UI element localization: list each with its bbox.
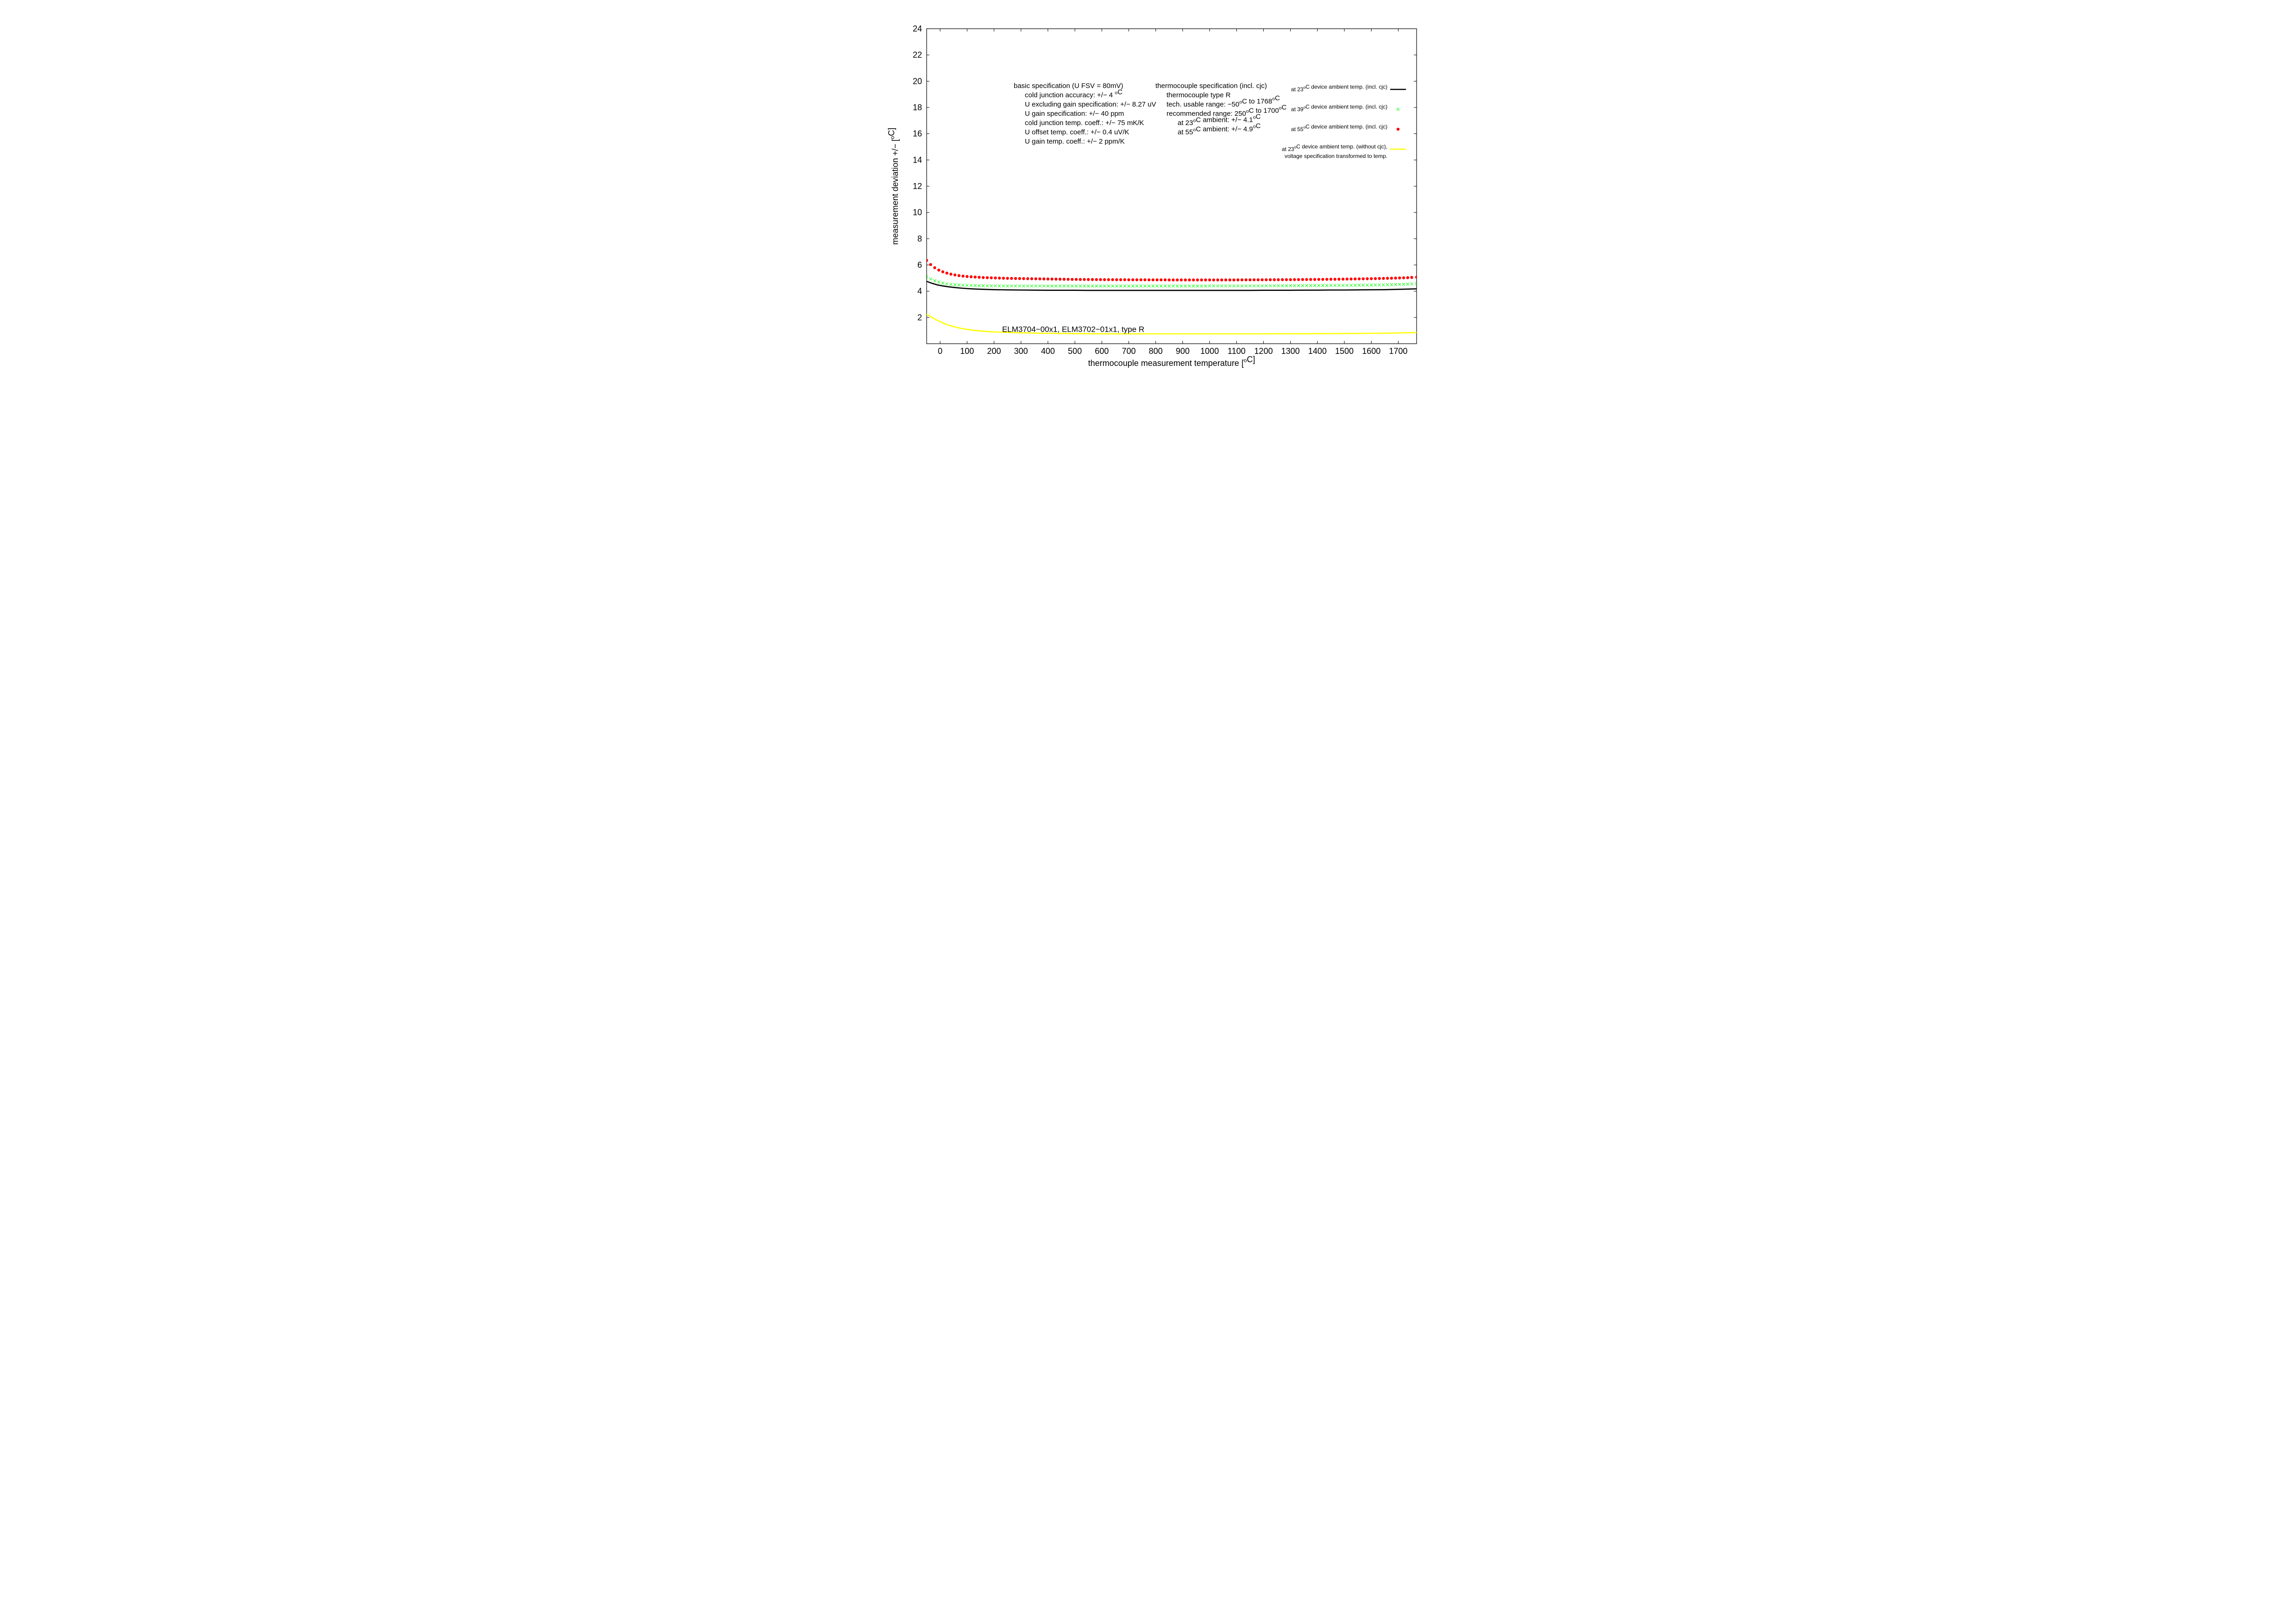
svg-text:thermocouple type R: thermocouple type R	[1167, 91, 1231, 99]
deviation-chart: 0 100 200 300 400 500 600 700 800 900 1000 1100 1200…	[861, 0, 1435, 406]
svg-text:1300: 1300	[1281, 346, 1300, 356]
svg-text:12: 12	[913, 182, 922, 191]
svg-text:16: 16	[913, 129, 922, 138]
svg-text:100: 100	[960, 346, 974, 356]
svg-text:ELM3704−00x1, ELM3702−01x1, ty: ELM3704−00x1, ELM3702−01x1, type R	[1002, 325, 1144, 334]
svg-text:1000: 1000	[1200, 346, 1219, 356]
svg-text:1500: 1500	[1335, 346, 1354, 356]
svg-text:U excluding gain specification: U excluding gain specification: +/− 8.27…	[1025, 101, 1156, 108]
svg-text:1700: 1700	[1389, 346, 1407, 356]
svg-text:800: 800	[1149, 346, 1163, 356]
svg-text:6: 6	[917, 260, 922, 270]
svg-text:1400: 1400	[1308, 346, 1327, 356]
svg-text:U gain temp. coeff.: +/− 2 ppm: U gain temp. coeff.: +/− 2 ppm/K	[1025, 138, 1125, 145]
svg-text:18: 18	[913, 103, 922, 112]
svg-text:voltage specification transfor: voltage specification transformed to tem…	[1285, 153, 1387, 159]
svg-text:400: 400	[1041, 346, 1055, 356]
svg-text:1200: 1200	[1254, 346, 1273, 356]
svg-text:500: 500	[1068, 346, 1082, 356]
svg-text:U offset temp. coeff.: +/− 0.4: U offset temp. coeff.: +/− 0.4 uV/K	[1025, 128, 1129, 136]
svg-text:cold junction temp. coeff.: +/: cold junction temp. coeff.: +/− 75 mK/K	[1025, 119, 1144, 127]
svg-text:U gain specification: +/− 40 p: U gain specification: +/− 40 ppm	[1025, 110, 1124, 118]
svg-text:22: 22	[913, 50, 922, 60]
svg-text:4: 4	[917, 287, 922, 296]
svg-text:0: 0	[938, 346, 942, 356]
svg-text:10: 10	[913, 208, 922, 217]
svg-text:basic specification (U FSV = 8: basic specification (U FSV = 80mV)	[1014, 82, 1123, 90]
chart-container: 0 100 200 300 400 500 600 700 800 900 1000 1100 1200…	[861, 0, 1435, 406]
svg-text:thermocouple specification (in: thermocouple specification (incl. cjc)	[1155, 82, 1267, 90]
svg-text:2: 2	[917, 313, 922, 322]
svg-text:24: 24	[913, 24, 922, 33]
svg-text:200: 200	[987, 346, 1001, 356]
svg-text:1600: 1600	[1362, 346, 1380, 356]
svg-text:700: 700	[1122, 346, 1135, 356]
svg-text:14: 14	[913, 155, 922, 164]
svg-text:900: 900	[1176, 346, 1190, 356]
svg-text:20: 20	[913, 76, 922, 86]
svg-text:300: 300	[1014, 346, 1028, 356]
svg-text:8: 8	[917, 234, 922, 243]
svg-text:1100: 1100	[1228, 346, 1246, 356]
svg-text:600: 600	[1095, 346, 1109, 356]
